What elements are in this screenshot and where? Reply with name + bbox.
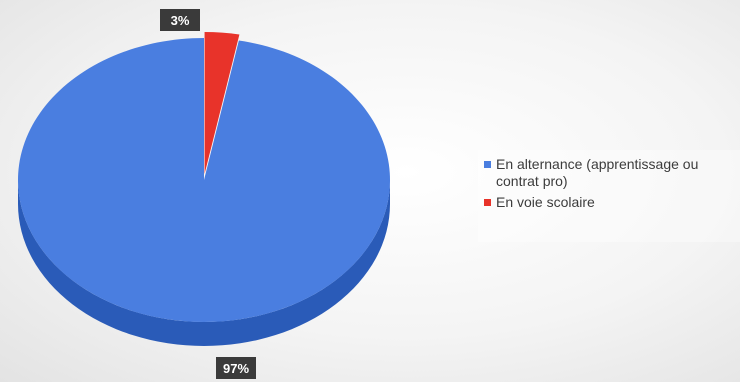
pie-slice-alternance — [18, 37, 391, 322]
legend-item-alternance: En alternance (apprentissage ou contrat … — [482, 156, 740, 190]
data-label-voie-scolaire: 3% — [171, 13, 190, 28]
legend-label-alternance: En alternance (apprentissage ou contrat … — [496, 156, 699, 189]
data-label-alternance: 97% — [223, 361, 249, 376]
data-label-bg — [160, 9, 200, 31]
data-label-bg — [216, 357, 256, 379]
legend-item-voie-scolaire: En voie scolaire — [482, 194, 740, 211]
pie-slice-voie-scolaire — [204, 32, 240, 175]
legend-swatch-alternance — [484, 161, 491, 168]
pie-depth-wall — [18, 180, 390, 346]
legend-label-voie-scolaire: En voie scolaire — [496, 194, 595, 210]
legend-swatch-voie-scolaire — [484, 199, 491, 206]
legend: En alternance (apprentissage ou contrat … — [478, 150, 740, 242]
